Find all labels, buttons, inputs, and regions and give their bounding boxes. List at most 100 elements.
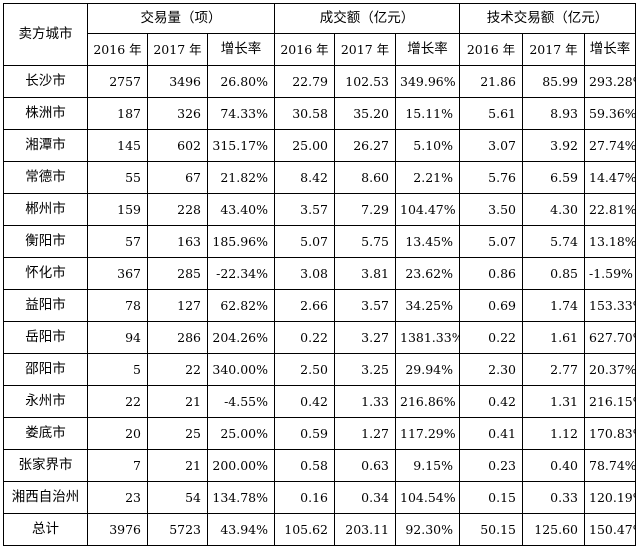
value-cell: 3.57 [274,193,335,226]
value-cell: 57 [87,225,148,258]
value-cell: 326 [147,97,208,130]
value-cell: 204.26% [207,321,275,354]
sub-header-2016: 2016 年 [459,33,523,66]
city-cell: 娄底市 [3,417,88,450]
value-cell: 92.30% [395,513,460,546]
table-row: 岳阳市 94 286 204.26% 0.22 3.27 1381.33% 0.22 1.61 6… [3,321,636,354]
value-cell: 74.33% [207,97,275,130]
value-cell: 0.59 [274,417,335,450]
value-cell: 0.33 [522,481,585,514]
value-cell: 627.70% [584,321,636,354]
sub-header-growth: 增长率 [584,33,636,66]
value-cell: 1.61 [522,321,585,354]
sub-header-2016: 2016 年 [274,33,335,66]
value-cell: 25.00% [207,417,275,450]
value-cell: 55 [87,161,148,194]
city-cell: 衡阳市 [3,225,88,258]
value-cell: 200.00% [207,449,275,482]
value-cell: 0.22 [274,321,335,354]
value-cell: 145 [87,129,148,162]
value-cell: 27.74% [584,129,636,162]
value-cell: 22.79 [274,65,335,98]
value-cell: 170.83% [584,417,636,450]
value-cell: 367 [87,257,148,290]
value-cell: 94 [87,321,148,354]
value-cell: 3.92 [522,129,585,162]
value-cell: 20 [87,417,148,450]
value-cell: 22 [147,353,208,386]
value-cell: 5.75 [334,225,396,258]
sub-header-2017: 2017 年 [147,33,208,66]
sub-header-2017: 2017 年 [522,33,585,66]
value-cell: 102.53 [334,65,396,98]
value-cell: 23.62% [395,257,460,290]
city-cell: 张家界市 [3,449,88,482]
value-cell: 8.93 [522,97,585,130]
value-cell: 1.33 [334,385,396,418]
value-cell: 6.59 [522,161,585,194]
value-cell: 150.47% [584,513,636,546]
value-cell: 3.25 [334,353,396,386]
value-cell: 315.17% [207,129,275,162]
value-cell: 20.37% [584,353,636,386]
value-cell: 3.81 [334,257,396,290]
city-cell: 湘西自治州 [3,481,88,514]
group-header-tech-amount: 技术交易额（亿元） [459,3,636,34]
value-cell: 43.40% [207,193,275,226]
city-cell: 湘潭市 [3,129,88,162]
value-cell: 21.82% [207,161,275,194]
value-cell: 22 [87,385,148,418]
value-cell: 120.19% [584,481,636,514]
city-cell: 岳阳市 [3,321,88,354]
value-cell: 153.33% [584,289,636,322]
value-cell: 0.42 [459,385,523,418]
city-cell: 永州市 [3,385,88,418]
value-cell: 216.15% [584,385,636,418]
value-cell: 340.00% [207,353,275,386]
value-cell: 349.96% [395,65,460,98]
value-cell: 13.18% [584,225,636,258]
value-cell: 50.15 [459,513,523,546]
header-row-sub: 2016 年 2017 年 增长率 2016 年 2017 年 增长率 2016… [4,33,636,66]
value-cell: 43.94% [207,513,275,546]
value-cell: 85.99 [522,65,585,98]
table-row: 衡阳市 57 163 185.96% 5.07 5.75 13.45% 5.07 5.74 13.… [3,225,636,258]
group-header-volume: 交易量（项） [87,3,275,34]
value-cell: 5.10% [395,129,460,162]
value-cell: 22.81% [584,193,636,226]
sub-header-growth: 增长率 [395,33,460,66]
value-cell: 104.54% [395,481,460,514]
value-cell: 0.15 [459,481,523,514]
value-cell: 1.12 [522,417,585,450]
city-column-header: 卖方城市 [3,3,88,66]
city-cell: 怀化市 [3,257,88,290]
value-cell: -4.55% [207,385,275,418]
value-cell: 3496 [147,65,208,98]
value-cell: 25 [147,417,208,450]
value-cell: 25.00 [274,129,335,162]
value-cell: -1.59% [584,257,636,290]
value-cell: 1.74 [522,289,585,322]
value-cell: 0.23 [459,449,523,482]
value-cell: 34.25% [395,289,460,322]
value-cell: 127 [147,289,208,322]
value-cell: 35.20 [334,97,396,130]
sub-header-growth: 增长率 [207,33,275,66]
value-cell: 125.60 [522,513,585,546]
value-cell: 0.40 [522,449,585,482]
city-cell: 长沙市 [3,65,88,98]
table-row: 益阳市 78 127 62.82% 2.66 3.57 34.25% 0.69 1.74 153.… [3,289,636,322]
value-cell: 78 [87,289,148,322]
value-cell: 3.07 [459,129,523,162]
value-cell: 5.61 [459,97,523,130]
value-cell: 159 [87,193,148,226]
value-cell: 117.29% [395,417,460,450]
value-cell: 3.08 [274,257,335,290]
value-cell: 163 [147,225,208,258]
value-cell: 21.86 [459,65,523,98]
value-cell: 1.27 [334,417,396,450]
value-cell: 0.86 [459,257,523,290]
city-cell: 常德市 [3,161,88,194]
table-row: 湘西自治州 23 54 134.78% 0.16 0.34 104.54% 0.15 0.33 1… [3,481,636,514]
value-cell: 14.47% [584,161,636,194]
